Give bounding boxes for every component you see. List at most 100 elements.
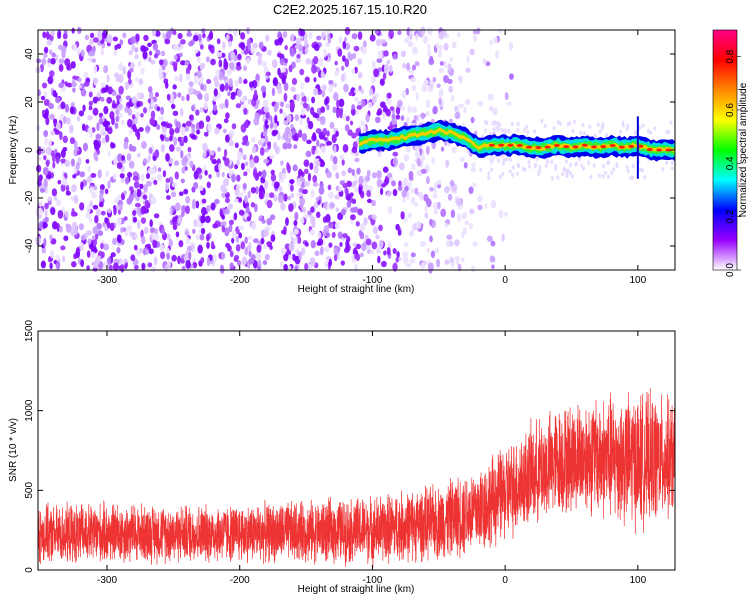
noise-speck <box>85 159 90 164</box>
noise-speck <box>435 42 439 48</box>
spectrogram-x-tick-label: 100 <box>629 275 646 286</box>
noise-speck <box>64 103 70 113</box>
noise-speck <box>501 171 505 177</box>
noise-speck <box>242 135 247 143</box>
noise-speck <box>408 230 414 238</box>
noise-speck <box>263 228 269 238</box>
noise-speck <box>457 213 462 222</box>
noise-speck <box>313 165 319 174</box>
noise-speck <box>293 144 298 150</box>
noise-speck <box>104 134 110 143</box>
noise-speck <box>238 232 243 239</box>
noise-speck <box>349 120 354 126</box>
noise-speck <box>150 110 156 120</box>
noise-speck <box>148 248 154 255</box>
noise-speck <box>203 101 209 110</box>
noise-speck <box>172 30 177 36</box>
noise-speck <box>94 233 99 240</box>
noise-speck <box>172 43 178 51</box>
noise-speck <box>244 195 248 204</box>
noise-speck <box>164 264 170 272</box>
noise-speck <box>154 228 159 235</box>
noise-speck <box>304 76 310 83</box>
noise-speck <box>151 28 157 37</box>
noise-speck <box>363 217 368 226</box>
noise-speck <box>550 176 554 181</box>
noise-speck <box>305 57 312 65</box>
noise-speck <box>298 129 303 138</box>
snr-x-tick-label: 0 <box>502 575 508 586</box>
noise-speck <box>498 122 502 127</box>
noise-speck <box>263 158 269 164</box>
signal-peak <box>628 144 635 148</box>
noise-speck <box>266 217 273 226</box>
noise-speck <box>41 57 47 66</box>
noise-speck <box>231 237 235 244</box>
noise-speck <box>178 52 183 58</box>
noise-speck <box>378 239 384 249</box>
noise-speck <box>116 234 121 243</box>
noise-speck <box>341 159 345 166</box>
noise-speck <box>313 77 317 83</box>
noise-speck <box>437 201 441 210</box>
noise-speck <box>554 166 558 172</box>
noise-speck <box>72 174 77 179</box>
noise-speck <box>290 192 295 199</box>
noise-speck <box>113 206 117 216</box>
noise-speck <box>601 174 605 179</box>
noise-speck <box>326 170 332 179</box>
noise-speck <box>315 149 319 155</box>
noise-speck <box>665 160 669 165</box>
noise-speck <box>266 199 273 209</box>
noise-speck <box>410 77 417 83</box>
noise-speck <box>411 84 417 92</box>
noise-speck <box>300 106 306 116</box>
noise-speck <box>322 229 327 237</box>
noise-speck <box>162 170 167 178</box>
noise-speck <box>274 115 278 124</box>
noise-speck <box>92 238 98 247</box>
noise-speck <box>65 223 69 229</box>
noise-speck <box>289 231 294 240</box>
noise-speck <box>41 82 48 89</box>
signal-peak <box>618 145 625 149</box>
noise-speck <box>244 236 248 244</box>
noise-speck <box>140 45 146 52</box>
noise-speck <box>469 208 475 215</box>
noise-speck <box>71 184 77 193</box>
noise-speck <box>299 117 303 126</box>
noise-speck <box>146 180 152 187</box>
noise-speck <box>142 107 147 114</box>
noise-speck <box>638 125 642 130</box>
noise-speck <box>206 79 212 85</box>
noise-speck <box>38 200 43 208</box>
noise-speck <box>633 130 637 136</box>
noise-speck <box>224 61 229 69</box>
noise-speck <box>579 130 583 136</box>
noise-speck <box>511 172 515 178</box>
noise-speck <box>487 171 491 176</box>
noise-speck <box>429 186 434 192</box>
noise-speck <box>95 133 102 140</box>
noise-speck <box>233 212 238 221</box>
noise-speck <box>568 171 572 176</box>
noise-speck <box>116 162 123 169</box>
noise-speck <box>112 262 119 272</box>
noise-speck <box>392 188 398 197</box>
noise-speck <box>153 53 159 59</box>
noise-speck <box>641 123 645 128</box>
noise-speck <box>47 75 54 85</box>
noise-speck <box>188 114 194 121</box>
noise-speck <box>383 63 389 73</box>
noise-speck <box>340 208 347 216</box>
noise-speck <box>75 247 80 254</box>
noise-speck <box>132 171 138 177</box>
noise-speck <box>578 157 582 162</box>
noise-speck <box>454 111 461 120</box>
noise-speck <box>667 129 671 135</box>
noise-speck <box>149 219 153 228</box>
noise-speck <box>506 101 512 106</box>
noise-speck <box>224 134 230 143</box>
noise-speck <box>115 115 120 123</box>
noise-speck <box>420 27 426 36</box>
